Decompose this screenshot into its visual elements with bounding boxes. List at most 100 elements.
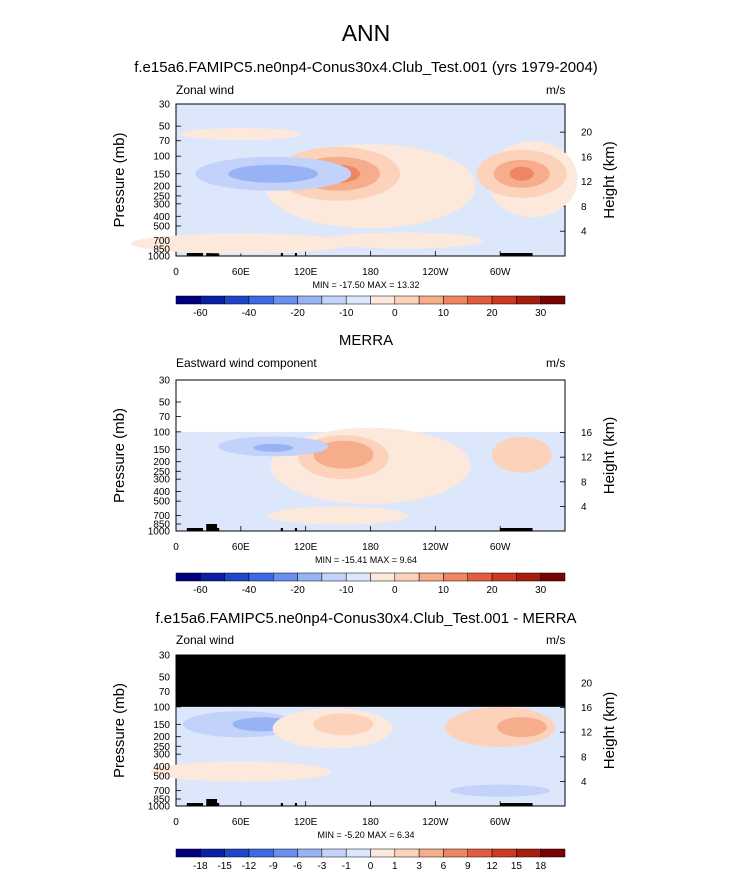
panel3-ytick-label: 100 [153, 702, 170, 713]
panel2-colorbar-swatch [370, 572, 396, 582]
panel1-colorbar-swatch [224, 295, 250, 305]
panel3-colorbar-label: -6 [293, 861, 302, 871]
panel3-ytick-label: 70 [159, 687, 171, 698]
panel2-subtitle: MERRA [338, 332, 394, 349]
panel2-colorbar-swatch [491, 572, 517, 582]
panel2-colorbar-swatch [297, 572, 323, 582]
panel2-ylabel-right: Height (km) [601, 417, 618, 495]
panel2-ytick-label: 250 [153, 467, 170, 478]
panel2-colorbar-swatch [345, 572, 371, 582]
panel1-jet2-core [509, 166, 534, 181]
panel1-topography-0 [186, 253, 204, 256]
panel3-colorbar-swatch [175, 848, 201, 858]
panel1-ytick-label: 100 [153, 152, 170, 163]
panel2-jet-contour-mid [313, 440, 374, 469]
panel2-height-label: 16 [581, 428, 593, 439]
panel2-lower-westerly [268, 506, 409, 525]
panel3-height-label: 16 [581, 703, 593, 714]
panel1-minmax: MIN = -17.50 MAX = 13.32 [312, 280, 419, 290]
panel1-height-label: 12 [581, 177, 593, 188]
panel3-colorbar-label: -15 [217, 861, 232, 871]
panel1-ytick-label: 1000 [148, 252, 171, 263]
panel3-height-label: 8 [581, 752, 587, 763]
panel2-ytick-label: 400 [153, 487, 170, 498]
panel2-ytick-label: 1000 [148, 527, 171, 538]
panel3-ytick-label: 250 [153, 742, 170, 753]
panel3-colorbar-label: -3 [317, 861, 326, 871]
panel2-colorbar-swatch [248, 572, 274, 582]
panel1-xtick-label: 0 [173, 267, 179, 278]
panel2-ytick-label: 30 [159, 376, 171, 387]
panel2-xtick-label: 0 [173, 542, 179, 553]
panel3-topography-3 [294, 803, 298, 806]
panel1-ytick-label: 200 [153, 182, 170, 193]
panel2-colorbar-label: -10 [339, 585, 354, 596]
panel3-colorbar-label: 9 [465, 861, 471, 871]
panel3-ytick-label: 1000 [148, 802, 171, 813]
panel1-colorbar-label: -60 [193, 308, 208, 319]
panel1-label: Zonal wind [176, 83, 235, 97]
panel2-topography-3 [294, 528, 298, 531]
panel1-colorbar-label: -40 [242, 308, 257, 319]
panel1-xtick-label: 120E [294, 267, 318, 278]
panel2-topography-0 [186, 528, 204, 531]
panel2-ytick-label: 50 [159, 397, 171, 408]
panel1-height-label: 8 [581, 202, 587, 213]
panel1-ytick-label: 30 [159, 100, 171, 111]
panel2-topography-peak [206, 524, 218, 531]
panel3-colorbar-label: 6 [441, 861, 447, 871]
panel3-ytick-label: 150 [153, 720, 170, 731]
panel3-colorbar-label: 1 [392, 861, 398, 871]
panel1-colorbar-label: 10 [438, 308, 450, 319]
panel2-colorbar-swatch [394, 572, 420, 582]
panel1-ytick-label: 300 [153, 199, 170, 210]
panel3-colorbar-swatch [345, 848, 371, 858]
panel1-ytick-label: 250 [153, 191, 170, 202]
panel1-xtick-label: 60E [232, 267, 250, 278]
panel3-colorbar-swatch [467, 848, 493, 858]
panel3-colorbar-swatch [370, 848, 396, 858]
panel3-xtick-label: 180 [362, 817, 379, 828]
panel2-colorbar-swatch [273, 572, 298, 582]
panel2-jet2-contour-light [491, 436, 552, 473]
panel3-colorbar-label: 3 [416, 861, 422, 871]
panel2-topography-2 [280, 528, 283, 531]
panel1-colorbar-swatch [175, 295, 201, 305]
panel1-colorbar-swatch [321, 295, 347, 305]
panel1-xtick-label: 120W [422, 267, 449, 278]
panel1-xtick-label: 180 [362, 267, 379, 278]
panel1-colorbar-label: 0 [392, 308, 398, 319]
panel1-topography-4 [500, 253, 533, 256]
panel3-colorbar-swatch [516, 848, 541, 858]
panel1-height-label: 16 [581, 152, 593, 163]
panel3-colorbar-swatch [224, 848, 250, 858]
panel1-colorbar-swatch [443, 295, 468, 305]
panel2-units: m/s [546, 356, 566, 370]
panel1-ytick-label: 700 [153, 236, 170, 247]
panel2-colorbar-swatch [443, 572, 468, 582]
panel1-topography-2 [280, 253, 283, 256]
main-title: ANN [341, 20, 391, 46]
panel2-ytick-label: 200 [153, 457, 170, 468]
panel2-xtick-label: 120W [422, 542, 449, 553]
panel2-ytick-label: 500 [153, 497, 170, 508]
panel1-colorbar-swatch [370, 295, 396, 305]
panel3-colorbar-swatch [491, 848, 517, 858]
panel1-colorbar-swatch [467, 295, 493, 305]
panel3-colorbar-swatch [200, 848, 225, 858]
panel3-xtick-label: 60E [232, 817, 250, 828]
panel2-colorbar-label: 10 [438, 585, 450, 596]
panel1-colorbar-swatch [345, 295, 371, 305]
panel2-colorbar-swatch [200, 572, 225, 582]
panel2-colorbar-label: 20 [487, 585, 499, 596]
panel1-ytick-label: 400 [153, 212, 170, 223]
panel1-ytick-label: 50 [159, 122, 171, 133]
panel3-ytick-label: 500 [153, 772, 170, 783]
panel3-colorbar-label: -12 [242, 861, 257, 871]
panel1-height-label: 4 [581, 227, 587, 238]
panel2-colorbar-label: 0 [392, 585, 398, 596]
panel3-colorbar-label: 12 [487, 861, 499, 871]
panel3-xtick-label: 60W [490, 817, 511, 828]
panel1-height-label: 20 [581, 128, 593, 139]
panel3-jet2-core [496, 717, 547, 738]
